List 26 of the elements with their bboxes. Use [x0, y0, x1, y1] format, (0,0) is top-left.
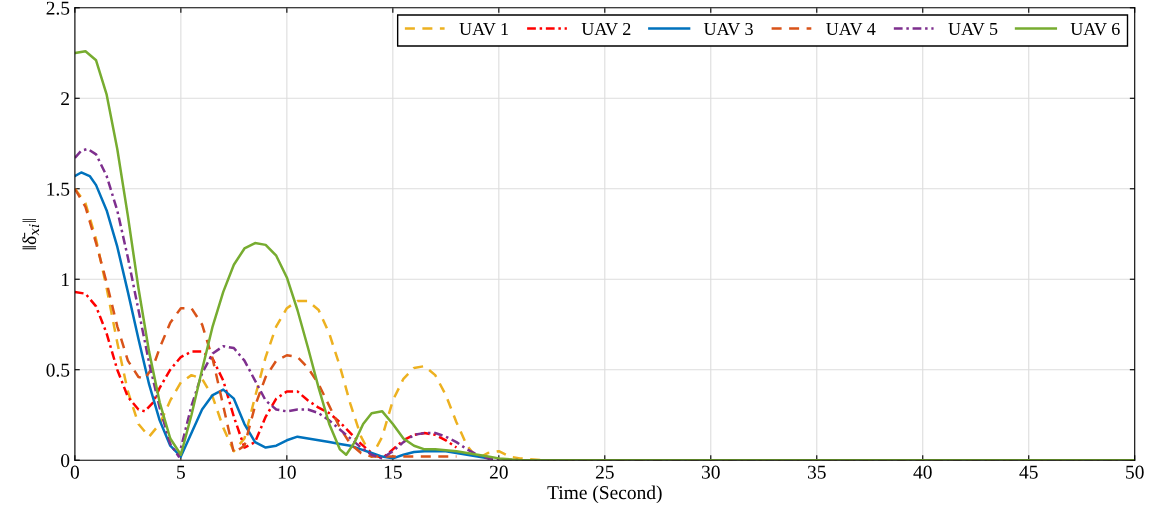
x-tick-label: 40: [913, 465, 932, 479]
line-series: [74, 290, 458, 460]
x-tick-label: 20: [489, 465, 508, 479]
y-tick-label: 2.5: [46, 1, 70, 15]
legend-label: UAV 6: [1070, 22, 1120, 36]
legend-label: UAV 3: [703, 22, 753, 36]
y-tick-label: 1.5: [47, 182, 70, 196]
y-axis-title: ‖δ̄$_{xi}$‖: [22, 218, 40, 250]
x-axis-title: Time (Second): [547, 485, 662, 504]
y-tick-label: 0.5: [46, 363, 70, 377]
x-tick-label: 0: [70, 465, 79, 479]
x-tick-label: 35: [807, 465, 826, 479]
legend-label: UAV 1: [459, 22, 508, 36]
x-tick-label: 10: [278, 465, 296, 479]
x-tick-label: 30: [701, 465, 720, 479]
legend-label: UAV 2: [581, 22, 631, 36]
y-tick-label: 1: [62, 273, 69, 286]
y-tick-label: 2: [61, 92, 69, 106]
x-tick-label: 50: [1126, 465, 1144, 479]
x-tick-label: 45: [1019, 465, 1038, 479]
legend-label: UAV 4: [826, 22, 876, 36]
x-tick-label: 25: [595, 465, 614, 479]
legend-label: UAV 5: [948, 22, 998, 36]
x-tick-label: 5: [177, 465, 185, 479]
x-tick-label: 15: [384, 465, 402, 479]
y-tick-label: 0: [61, 454, 70, 468]
